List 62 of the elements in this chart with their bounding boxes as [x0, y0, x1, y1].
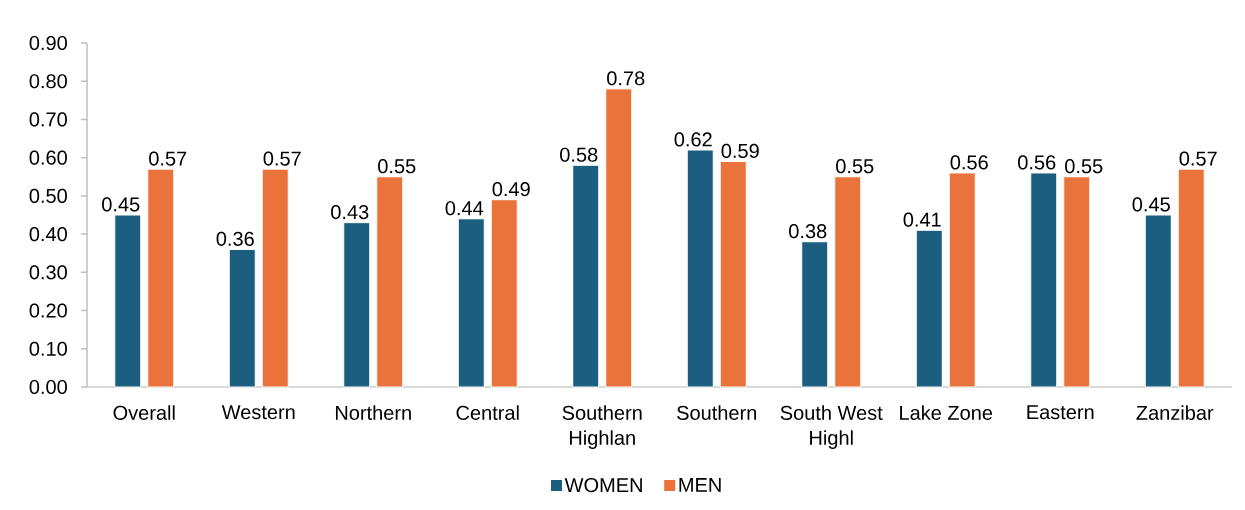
data-label: 0.62	[674, 132, 712, 147]
bar	[1177, 168, 1205, 388]
bar	[605, 88, 633, 388]
bar	[801, 241, 829, 388]
data-label: 0.57	[263, 151, 301, 166]
y-tick-label: 0.30	[29, 265, 67, 280]
data-label: 0.55	[836, 159, 874, 174]
data-label: 0.78	[607, 71, 645, 86]
legend-label: MEN	[679, 478, 721, 492]
bar	[686, 149, 714, 388]
x-tick-label: Lake Zone	[900, 405, 993, 420]
data-label: 0.55	[1065, 159, 1103, 174]
bar	[915, 229, 943, 388]
bar	[1030, 172, 1058, 388]
bar	[114, 214, 142, 388]
bar	[719, 160, 747, 388]
data-label: 0.41	[903, 212, 941, 227]
x-tick-label: Zanzibar	[1136, 405, 1214, 420]
x-tick-label: Central	[456, 405, 519, 420]
bar	[376, 176, 404, 388]
x-tick-label: Southern Highlan	[562, 405, 642, 449]
y-tick-label: 0.60	[29, 150, 67, 165]
x-tick-label: South West Highl	[780, 405, 883, 449]
data-label: 0.59	[721, 143, 759, 158]
y-tick-label: 0.70	[29, 112, 67, 127]
data-label: 0.43	[331, 204, 369, 220]
legend-label: WOMEN	[564, 478, 642, 493]
bar	[572, 164, 600, 388]
bar	[1063, 176, 1091, 388]
bar	[948, 172, 976, 388]
data-label: 0.57	[1179, 151, 1217, 166]
y-tick-label: 0.80	[29, 74, 67, 89]
data-label: 0.56	[950, 155, 988, 170]
bar	[834, 176, 862, 388]
data-label: 0.58	[560, 147, 598, 162]
data-label: 0.56	[1018, 155, 1056, 170]
bar	[147, 168, 175, 388]
y-tick-label: 0.20	[29, 303, 67, 318]
x-tick-label: Western	[221, 405, 295, 420]
bar	[343, 222, 371, 388]
data-label: 0.45	[102, 197, 140, 212]
x-tick-label: Overall	[113, 405, 175, 420]
x-tick-label: Southern	[677, 405, 757, 420]
data-label: 0.45	[1132, 197, 1170, 212]
x-tick-label: Northern	[335, 405, 411, 420]
data-label: 0.44	[445, 201, 484, 216]
bar	[228, 248, 256, 388]
bar	[490, 199, 518, 388]
y-tick-label: 0.40	[29, 227, 67, 242]
y-tick-label: 0.00	[29, 379, 67, 395]
x-tick-label: Eastern	[1027, 405, 1094, 420]
y-tick-label: 0.10	[29, 341, 67, 356]
data-label: 0.38	[789, 224, 827, 239]
bar	[261, 168, 289, 388]
data-label: 0.49	[492, 182, 530, 197]
bar	[1144, 214, 1172, 388]
y-tick-label: 0.90	[29, 35, 67, 51]
y-tick-label: 0.50	[29, 188, 67, 203]
bar	[457, 218, 485, 388]
data-label: 0.55	[378, 159, 416, 174]
data-label: 0.57	[149, 151, 187, 166]
data-label: 0.36	[216, 231, 254, 246]
